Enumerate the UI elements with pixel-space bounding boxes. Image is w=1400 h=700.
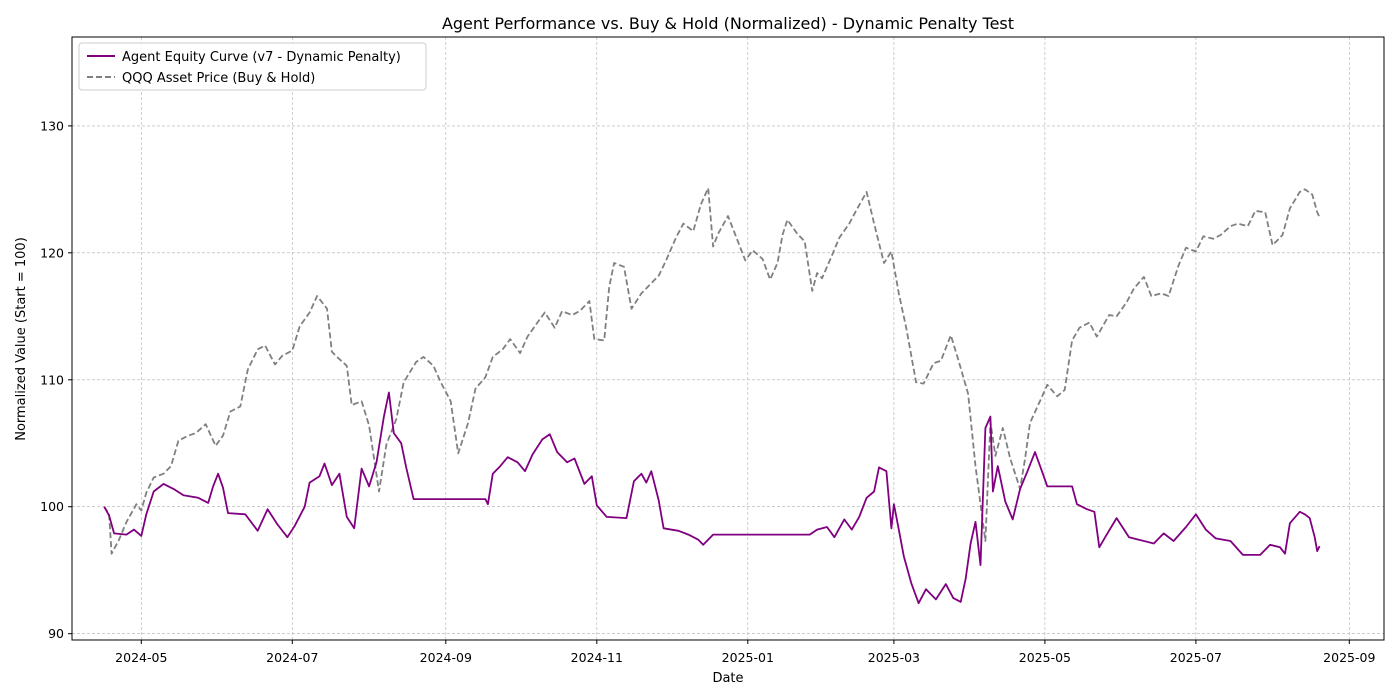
x-tick-label: 2025-09 — [1323, 650, 1375, 665]
agent-equity-line — [103, 391, 1321, 605]
x-tick-label: 2025-07 — [1170, 650, 1222, 665]
legend-box — [78, 42, 427, 91]
legend-qqq-label: QQQ Asset Price (Buy & Hold) — [122, 71, 315, 86]
qqq-price-line — [103, 187, 1321, 555]
plot-frame — [71, 36, 1385, 641]
y-tick-label: 90 — [48, 626, 64, 641]
y-tick-label: 110 — [40, 372, 64, 387]
x-tick-label: 2024-09 — [420, 650, 472, 665]
x-tick-label: 2024-11 — [571, 650, 623, 665]
legend-agent-label: Agent Equity Curve (v7 - Dynamic Penalty… — [122, 50, 401, 65]
x-tick-label: 2025-03 — [868, 650, 920, 665]
chart-title: Agent Performance vs. Buy & Hold (Normal… — [442, 14, 1014, 33]
grid-lines — [72, 37, 1384, 640]
legend: Agent Equity Curve (v7 - Dynamic Penalty… — [78, 42, 427, 91]
data-lines — [103, 187, 1321, 605]
y-tick-label: 100 — [40, 499, 64, 514]
x-tick-label: 2024-07 — [266, 650, 318, 665]
y-axis-label: Normalized Value (Start = 100) — [14, 237, 29, 441]
x-tick-label: 2024-05 — [115, 650, 167, 665]
x-axis-label: Date — [712, 671, 743, 686]
y-tick-label: 130 — [40, 118, 64, 133]
y-tick-label: 120 — [40, 245, 64, 260]
x-tick-label: 2025-01 — [722, 650, 774, 665]
axis-ticks: 2024-05 2024-07 2024-09 2024-11 2025-01 2025-… — [40, 118, 1375, 665]
x-tick-label: 2025-05 — [1019, 650, 1071, 665]
